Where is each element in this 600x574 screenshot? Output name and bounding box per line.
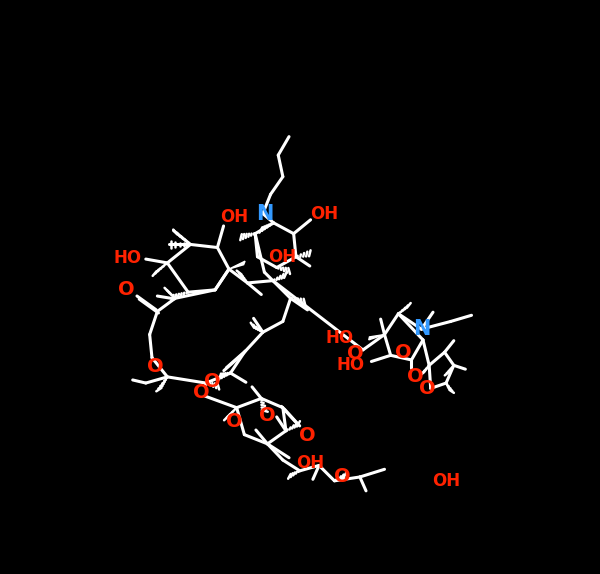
Text: OH: OH (268, 248, 296, 266)
Text: HO: HO (337, 355, 365, 374)
Polygon shape (369, 335, 385, 340)
Text: O: O (226, 412, 242, 431)
Text: O: O (148, 358, 164, 377)
Text: O: O (299, 426, 316, 445)
Text: O: O (419, 379, 435, 398)
Text: OH: OH (296, 454, 324, 472)
Text: O: O (347, 344, 364, 363)
Text: N: N (256, 204, 273, 224)
Text: N: N (413, 319, 430, 339)
Text: O: O (334, 467, 350, 487)
Text: O: O (259, 406, 276, 425)
Text: O: O (118, 280, 135, 300)
Text: OH: OH (220, 208, 248, 226)
Text: HO: HO (326, 329, 354, 347)
Text: O: O (395, 343, 412, 362)
Polygon shape (229, 261, 245, 269)
Text: OH: OH (310, 205, 338, 223)
Text: O: O (204, 372, 220, 391)
Text: O: O (407, 367, 424, 386)
Text: HO: HO (113, 249, 142, 266)
Text: OH: OH (432, 472, 460, 490)
Text: O: O (193, 383, 209, 402)
